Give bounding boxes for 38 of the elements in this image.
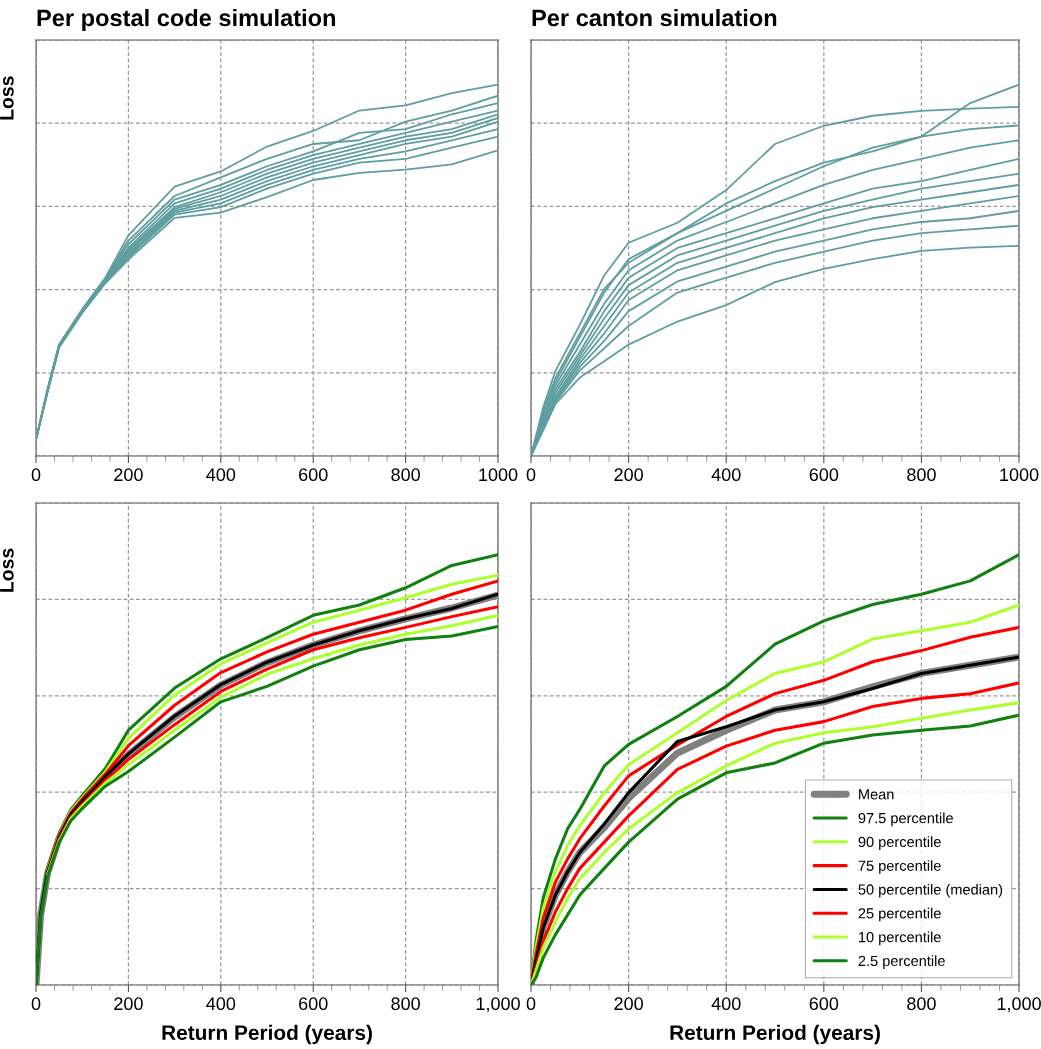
x-tick-label: 200 xyxy=(614,997,643,1011)
x-tick-label: 400 xyxy=(206,468,236,482)
legend-label: 2.5 percentile xyxy=(858,955,945,969)
chart-title: Per postal code simulation xyxy=(37,8,336,31)
x-tick-label: 200 xyxy=(614,468,643,482)
x-tick-label: 0 xyxy=(526,468,536,482)
x-axis-title: Return Period (years) xyxy=(162,1024,372,1045)
x-tick-label: 800 xyxy=(907,468,936,482)
legend-label: 90 percentile xyxy=(858,836,941,850)
x-tick-label: 600 xyxy=(299,997,328,1011)
x-tick-label: 400 xyxy=(711,468,741,482)
legend-label: 10 percentile xyxy=(859,931,941,946)
x-tick-label: 200 xyxy=(114,997,143,1011)
x-tick-label: 0 xyxy=(31,997,41,1011)
x-tick-label: 1000 xyxy=(479,468,518,482)
x-tick-label: 400 xyxy=(206,997,236,1011)
legend-label: 97.5 percentile xyxy=(858,812,953,827)
x-tick-label: 1,000 xyxy=(476,997,520,1013)
legend-label: 75 percentile xyxy=(858,860,941,874)
x-tick-label: 1,000 xyxy=(997,997,1041,1013)
x-tick-label: 600 xyxy=(299,468,328,482)
legend-label: Mean xyxy=(859,789,894,800)
x-tick-label: 800 xyxy=(391,997,420,1011)
x-tick-label: 0 xyxy=(31,468,41,482)
x-tick-label: 0 xyxy=(526,997,536,1011)
x-axis-title: Return Period (years) xyxy=(670,1024,880,1045)
x-tick-label: 1000 xyxy=(1000,468,1039,482)
x-tick-label: 800 xyxy=(391,468,420,482)
x-tick-label: 600 xyxy=(809,468,839,482)
chart-title: Per canton simulation xyxy=(532,8,777,27)
legend-label: 25 percentile xyxy=(858,907,941,922)
y-axis-title: Loss xyxy=(0,76,14,120)
x-tick-label: 200 xyxy=(114,468,143,482)
x-tick-label: 400 xyxy=(711,997,741,1011)
legend-label: 50 percentile (median) xyxy=(858,883,1003,898)
x-tick-label: 600 xyxy=(809,997,839,1011)
y-axis-title: Loss xyxy=(0,548,14,592)
x-tick-label: 800 xyxy=(907,997,936,1011)
